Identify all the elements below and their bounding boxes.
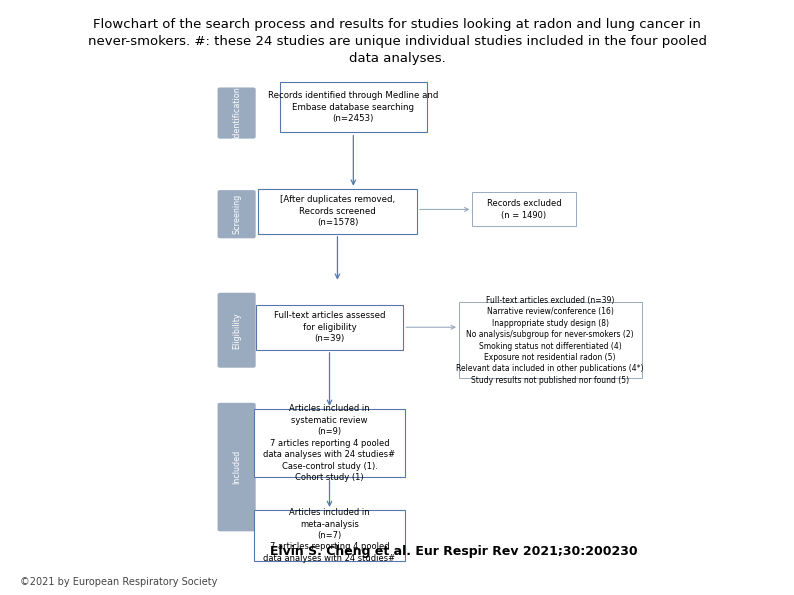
Text: Elvin S. Cheng et al. Eur Respir Rev 2021;30:200230: Elvin S. Cheng et al. Eur Respir Rev 202…	[270, 545, 638, 558]
Text: Full-text articles assessed
for eligibility
(n=39): Full-text articles assessed for eligibil…	[274, 311, 385, 343]
Text: Full-text articles excluded (n=39)
Narrative review/conference (16)
Inappropriat: Full-text articles excluded (n=39) Narra…	[457, 296, 644, 385]
FancyBboxPatch shape	[280, 82, 427, 133]
FancyBboxPatch shape	[256, 305, 403, 349]
FancyBboxPatch shape	[254, 510, 405, 560]
FancyBboxPatch shape	[254, 409, 405, 477]
FancyBboxPatch shape	[218, 87, 256, 139]
FancyBboxPatch shape	[218, 293, 256, 368]
FancyBboxPatch shape	[459, 302, 642, 378]
Text: Articles included in
systematic review
(n=9)
7 articles reporting 4 pooled
data : Articles included in systematic review (…	[264, 405, 395, 482]
Text: ©2021 by European Respiratory Society: ©2021 by European Respiratory Society	[20, 577, 218, 587]
Text: Flowchart of the search process and results for studies looking at radon and lun: Flowchart of the search process and resu…	[87, 18, 707, 65]
FancyBboxPatch shape	[472, 192, 576, 226]
Text: Identification: Identification	[232, 87, 241, 139]
Text: Articles included in
meta-analysis
(n=7)
7 articles reporting 4 pooled
data anal: Articles included in meta-analysis (n=7)…	[264, 508, 395, 563]
Text: Eligibility: Eligibility	[232, 312, 241, 349]
Text: Included: Included	[232, 450, 241, 484]
Text: Screening: Screening	[232, 194, 241, 234]
FancyBboxPatch shape	[218, 403, 256, 531]
Text: [After duplicates removed,
Records screened
(n=1578): [After duplicates removed, Records scree…	[280, 195, 395, 227]
Text: Records excluded
(n = 1490): Records excluded (n = 1490)	[487, 199, 561, 220]
Text: Records identified through Medline and
Embase database searching
(n=2453): Records identified through Medline and E…	[268, 91, 438, 123]
FancyBboxPatch shape	[258, 189, 417, 233]
FancyBboxPatch shape	[218, 190, 256, 238]
